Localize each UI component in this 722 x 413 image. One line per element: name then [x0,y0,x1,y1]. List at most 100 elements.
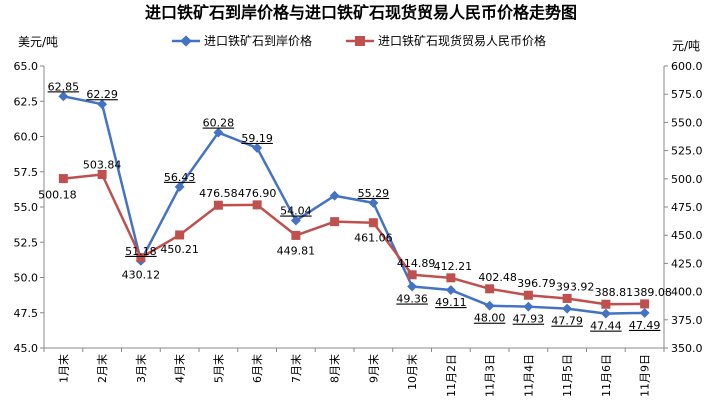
x-ticks: 1月末 2月末 3月末 4月末 5月末 6月末 7月末 8月末 9月末 10月末 11月2日 11月3… [43,348,665,397]
series-1-data-label: 388.81 [595,286,634,299]
series-0-point [407,281,418,292]
legend-label-cif: 进口铁矿石到岸价格 [204,33,312,48]
series-0-point [523,301,534,312]
series-1-point [407,270,417,280]
y-axis-left-title: 美元/吨 [18,35,58,49]
x-tick-label: 11月4日 [522,354,535,397]
series-0-data-label: 47.93 [513,313,545,326]
legend-marker-cif [180,35,192,47]
series-1-point [136,253,146,263]
series-1-data-label: 393.92 [556,280,595,293]
y-tick-right-label: 350.0 [671,342,703,355]
y-tick-right-label: 550.0 [671,116,703,129]
legend-marker-rmb [355,36,365,46]
y-tick-left-label: 47.5 [14,307,39,320]
series-0-data-label: 48.00 [474,312,506,325]
series-0-point [174,181,185,192]
y-tick-left-label: 45.0 [14,342,39,355]
y-tick-right-label: 525.0 [671,145,703,158]
series-0-data-label: 54.04 [280,205,312,218]
series-0-point [600,308,611,319]
series-1-data-label: 450.21 [160,243,199,256]
series-1-point [330,217,340,227]
y-tick-right-label: 375.0 [671,314,703,327]
series-0-data-label: 59.19 [241,132,273,145]
series-0-point [97,99,108,110]
x-tick-label: 11月3日 [484,354,497,397]
x-tick-label: 11月6日 [600,354,613,397]
series-1-point [97,169,107,179]
x-tick-label: 10月末 [405,354,419,390]
x-tick-label: 6月末 [250,354,264,383]
y-ticks-right: 350.0 375.0 400.0 425.0 450.0 475.0 500.0 525.0… [664,60,703,355]
series-1-point [485,284,495,294]
series-0-data-label: 49.36 [396,293,428,306]
y-tick-right-label: 575.0 [671,88,703,101]
series-1-data-label: 389.08 [633,286,672,299]
series-1-point [446,273,456,283]
series-1-data-label: 449.81 [277,244,316,257]
series-line-1 [63,173,645,306]
y-tick-left-label: 50.0 [14,272,39,285]
legend-item-cif: 进口铁矿石到岸价格 [172,33,312,48]
x-tick-label: 7月末 [289,354,303,383]
series-0-data-label: 60.28 [203,117,235,130]
data-labels: 62.85 62.29 51.18 56.43 60.28 59.19 54.04 55.29… [38,80,672,332]
series-1-data-label: 414.89 [397,257,436,270]
series-1-point [291,230,301,240]
y-tick-right-label: 500.0 [671,173,703,186]
series-0-point [639,307,650,318]
series-0-point [252,142,263,153]
series-1-point [252,200,262,210]
legend: 进口铁矿石到岸价格 进口铁矿石现货贸易人民币价格 [172,33,546,48]
series-0-data-label: 47.49 [629,319,661,332]
series-1-data-label: 476.90 [238,187,277,200]
series-0-point [329,190,340,201]
series-1-point [562,293,572,303]
series-1-point [523,290,533,300]
series-1-data-label: 402.48 [478,271,517,284]
x-tick-label: 11月9日 [639,354,652,397]
series-1-data-label: 503.84 [83,158,122,171]
series-line-0 [63,95,645,315]
x-tick-label: 2月末 [95,354,109,383]
series-1-data-label: 430.12 [122,269,161,282]
y-tick-right-label: 400.0 [671,286,703,299]
series-0-data-label: 62.85 [48,80,80,93]
chart-title: 进口铁矿石到岸价格与进口铁矿石现货贸易人民币价格走势图 [145,3,577,22]
series-1-point [175,230,185,240]
y-tick-left-label: 52.5 [14,236,39,249]
series-0-data-label: 47.44 [590,320,622,333]
y-tick-left-label: 60.0 [14,131,39,144]
y-tick-right-label: 475.0 [671,201,703,214]
legend-item-rmb: 进口铁矿石现货贸易人民币价格 [346,33,546,48]
series-1-data-label: 412.21 [434,260,473,273]
series-1-point [58,174,68,184]
legend-label-rmb: 进口铁矿石现货贸易人民币价格 [378,33,546,48]
x-tick-label: 11月5日 [561,354,574,397]
series-0-point [445,285,456,295]
y-ticks-left: 45.0 47.5 50.0 52.5 55.0 57.5 60.0 62.5 65.0 [14,60,44,355]
series-1-point [368,218,378,228]
y-tick-left-label: 57.5 [14,166,39,179]
series-0-point [368,197,379,208]
y-tick-right-label: 600.0 [671,60,703,73]
series-1-point [640,299,650,309]
series-0-data-label: 49.11 [435,296,467,309]
x-tick-label: 9月末 [366,354,380,383]
series-0-data-label: 55.29 [358,187,390,200]
series-0-data-label: 47.79 [551,315,583,328]
x-tick-label: 4月末 [173,354,187,383]
series-0-point [58,91,69,102]
x-tick-label: 5月末 [211,354,225,383]
y-tick-left-label: 62.5 [14,95,39,108]
series-1-data-label: 476.58 [199,187,238,200]
series-1-data-label: 461.06 [354,232,393,245]
series-0-data-label: 62.29 [86,88,118,101]
series-1-data-label: 500.18 [38,189,77,202]
series-1-point [601,299,611,309]
y-tick-right-label: 450.0 [671,229,703,242]
y-axis-right-title: 元/吨 [672,39,700,53]
x-tick-label: 11月2日 [445,354,458,397]
